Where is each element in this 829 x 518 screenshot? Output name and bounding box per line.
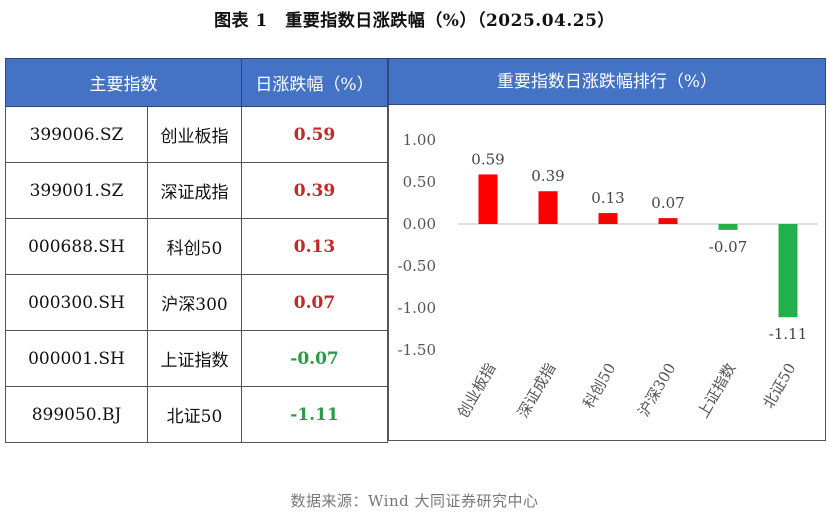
index-code: 000688.SH: [5, 218, 148, 275]
data-label: -0.07: [709, 238, 747, 256]
source-note: 数据来源：Wind 大同证券研究中心: [290, 492, 539, 510]
index-change: -0.07: [241, 330, 388, 387]
data-label: 0.39: [531, 167, 564, 185]
bar: [538, 191, 558, 224]
x-tick-label: 沪深300: [635, 360, 680, 420]
x-tick-label: 北证50: [759, 360, 799, 412]
figure-title: 图表 1 重要指数日涨跌幅（%）（2025.04.25）: [214, 11, 615, 31]
header-index: 主要指数: [5, 58, 242, 107]
bar: [478, 174, 498, 224]
index-code: 000001.SH: [5, 330, 148, 387]
index-code: 000300.SH: [5, 274, 148, 331]
x-tick-label: 上证指数: [694, 360, 740, 421]
bar: [598, 213, 618, 224]
index-code: 899050.BJ: [5, 386, 148, 443]
x-tick-label: 科创50: [579, 360, 619, 412]
index-code: 399001.SZ: [5, 162, 148, 219]
chart-header: 重要指数日涨跌幅排行（%）: [388, 58, 826, 105]
data-label: -1.11: [769, 325, 807, 343]
y-tick-label: 0.00: [403, 215, 436, 233]
header-change: 日涨跌幅（%）: [241, 58, 388, 107]
table-row: 000300.SH 沪深300 0.07: [5, 274, 388, 331]
bar-chart: 1.00 0.50 0.00 -0.50 -1.00 -1.50 0.59 创业板指 0.39 深…: [398, 131, 818, 421]
index-change: 0.39: [241, 162, 388, 219]
data-label: 0.13: [591, 189, 624, 207]
index-change: 0.13: [241, 218, 388, 275]
index-change: -1.11: [241, 386, 388, 443]
table-row: 000001.SH 上证指数 -0.07: [5, 330, 388, 387]
index-table: 主要指数 日涨跌幅（%） 399006.SZ 创业板指 0.59 399001.…: [5, 58, 388, 443]
bar: [658, 218, 678, 224]
y-tick-label: 1.00: [403, 131, 436, 149]
table-row: 899050.BJ 北证50 -1.11: [5, 386, 388, 443]
y-tick-label: -0.50: [398, 257, 436, 275]
x-tick-label: 深证成指: [514, 360, 560, 421]
data-label: 0.59: [471, 150, 504, 168]
index-change: 0.07: [241, 274, 388, 331]
index-code: 399006.SZ: [5, 106, 148, 163]
y-tick-label: -1.00: [398, 299, 436, 317]
index-name: 创业板指: [147, 106, 242, 163]
x-tick-label: 创业板指: [454, 360, 500, 421]
index-name: 科创50: [147, 218, 242, 275]
table-row: 000688.SH 科创50 0.13: [5, 218, 388, 275]
y-tick-label: -1.50: [398, 341, 436, 359]
table-row: 399006.SZ 创业板指 0.59: [5, 106, 388, 163]
table-row: 399001.SZ 深证成指 0.39: [5, 162, 388, 219]
bar: [718, 224, 738, 230]
index-name: 上证指数: [147, 330, 242, 387]
chart-panel: [388, 105, 826, 441]
index-name: 深证成指: [147, 162, 242, 219]
bar: [778, 224, 798, 318]
data-label: 0.07: [651, 194, 684, 212]
index-name: 沪深300: [147, 274, 242, 331]
index-name: 北证50: [147, 386, 242, 443]
y-tick-label: 0.50: [403, 173, 436, 191]
index-change: 0.59: [241, 106, 388, 163]
